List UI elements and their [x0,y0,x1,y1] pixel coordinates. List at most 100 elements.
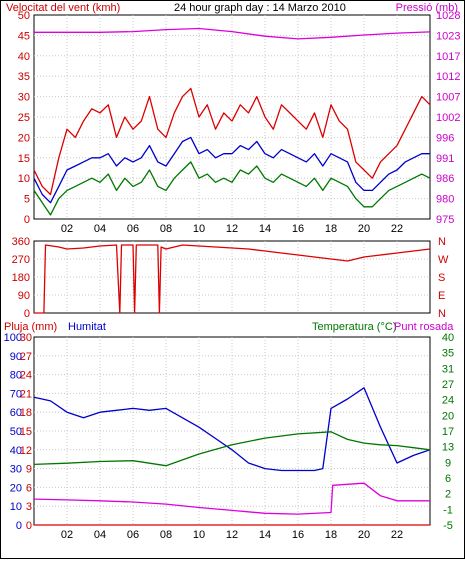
series-line [33,431,431,467]
y-tick-label-right: 40 [442,332,454,344]
y-tick-label-right: 35 [442,348,454,360]
x-tick-label: 02 [61,529,73,541]
series-line [34,27,431,40]
temperature-axis-label: Temperatura (°C) [312,321,396,333]
y-tick-label-left: 10 [18,173,30,185]
x-tick-label: 16 [292,529,304,541]
y-tick-label-left: 100 [4,332,22,344]
y-tick-label-right: E [438,290,445,302]
y-tick-label-right: 13 [442,442,454,454]
y-tick-label-left: 60 [10,407,22,419]
y-tick-label-left-secondary: 15 [20,426,32,438]
y-tick-label-right: 6 [445,473,451,485]
y-tick-label-left: 270 [12,254,30,266]
y-tick-label-right: 1007 [436,92,460,104]
y-tick-label-left: 360 [12,236,30,248]
y-tick-label-left: 5 [24,194,30,206]
y-tick-label-left: 40 [10,445,22,457]
y-tick-label-right: 27 [442,379,454,391]
y-tick-label-left-secondary: 30 [20,332,32,344]
y-tick-label-right: 986 [436,173,454,185]
rain-axis-label: Pluja (mm) [4,321,57,333]
series-line [33,387,431,472]
y-tick-label-left: 30 [10,464,22,476]
y-tick-label-right: S [438,272,445,284]
y-tick-label-right: -1 [443,504,453,516]
y-tick-label-left: 25 [18,112,30,124]
x-tick-label: 08 [160,223,172,235]
y-tick-label-left: 40 [18,51,30,63]
y-tick-label-right: 20 [442,410,454,422]
x-tick-label: 20 [358,529,370,541]
graph-title: 24 hour graph day : 14 Marzo 2010 [174,2,346,14]
y-tick-label-left-secondary: 3 [26,501,32,513]
y-tick-label-right: 17 [442,426,454,438]
y-tick-label-left: 0 [24,308,30,320]
dewpoint-axis-label: Punt rosada [394,321,454,333]
y-tick-label-right: 975 [436,214,454,226]
series-line [33,482,430,515]
y-tick-label-left: 15 [18,153,30,165]
rain-humidity-temperature-panel: 0102030405060708090100036912151821242730… [4,332,454,541]
y-tick-label-left: 0 [16,520,22,532]
series-line [33,87,431,196]
y-tick-label-left-secondary: 24 [20,370,32,382]
y-tick-label-right: 980 [436,194,454,206]
y-tick-label-right: 1028 [436,10,460,22]
x-tick-label: 02 [61,223,73,235]
y-tick-label-left: 90 [10,351,22,363]
y-tick-label-right: 2 [445,489,451,501]
y-tick-label-left: 90 [18,290,30,302]
y-tick-label-left: 180 [12,272,30,284]
humidity-axis-label: Humitat [68,321,106,333]
series-line [33,136,430,204]
x-tick-label: 10 [193,223,205,235]
series-line [33,161,431,216]
x-tick-label: 08 [160,529,172,541]
y-tick-label-left: 20 [18,132,30,144]
y-tick-label-right: -5 [443,520,453,532]
x-tick-label: 12 [226,529,238,541]
y-tick-label-left-secondary: 6 [26,482,32,494]
y-tick-label-left-secondary: 9 [26,464,32,476]
x-tick-label: 20 [358,223,370,235]
y-tick-label-right: 996 [436,132,454,144]
x-tick-label: 18 [325,223,337,235]
y-tick-label-left: 0 [24,214,30,226]
y-tick-label-left-secondary: 18 [20,407,32,419]
y-tick-label-right: 1002 [436,112,460,124]
y-tick-label-left: 50 [18,10,30,22]
x-tick-label: 10 [193,529,205,541]
y-tick-label-left-secondary: 21 [20,388,32,400]
wind-axis-label: Velocitat del vent (kmh) [6,2,120,14]
x-tick-label: 16 [292,223,304,235]
y-tick-label-right: N [438,236,446,248]
y-tick-label-left: 20 [10,482,22,494]
y-tick-label-right: 991 [436,153,454,165]
x-tick-label: 06 [127,223,139,235]
y-tick-label-right: W [438,254,449,266]
series-line [34,244,431,314]
x-tick-label: 12 [226,223,238,235]
y-tick-label-right: 1012 [436,71,460,83]
y-tick-label-right: 9 [445,457,451,469]
y-tick-label-right: N [438,308,446,320]
x-tick-label: 22 [391,529,403,541]
x-tick-label: 22 [391,223,403,235]
y-tick-label-right: 24 [442,395,454,407]
x-tick-label: 06 [127,529,139,541]
pressure-axis-label: Pressió (mb) [396,2,458,14]
y-tick-label-left-secondary: 12 [20,445,32,457]
y-tick-label-left: 80 [10,370,22,382]
x-tick-label: 18 [325,529,337,541]
y-tick-label-right: 1023 [436,30,460,42]
x-tick-label: 04 [94,529,106,541]
y-tick-label-right: 31 [442,363,454,375]
y-tick-label-left: 35 [18,71,30,83]
y-tick-label-left: 45 [18,30,30,42]
y-tick-label-left: 30 [18,92,30,104]
